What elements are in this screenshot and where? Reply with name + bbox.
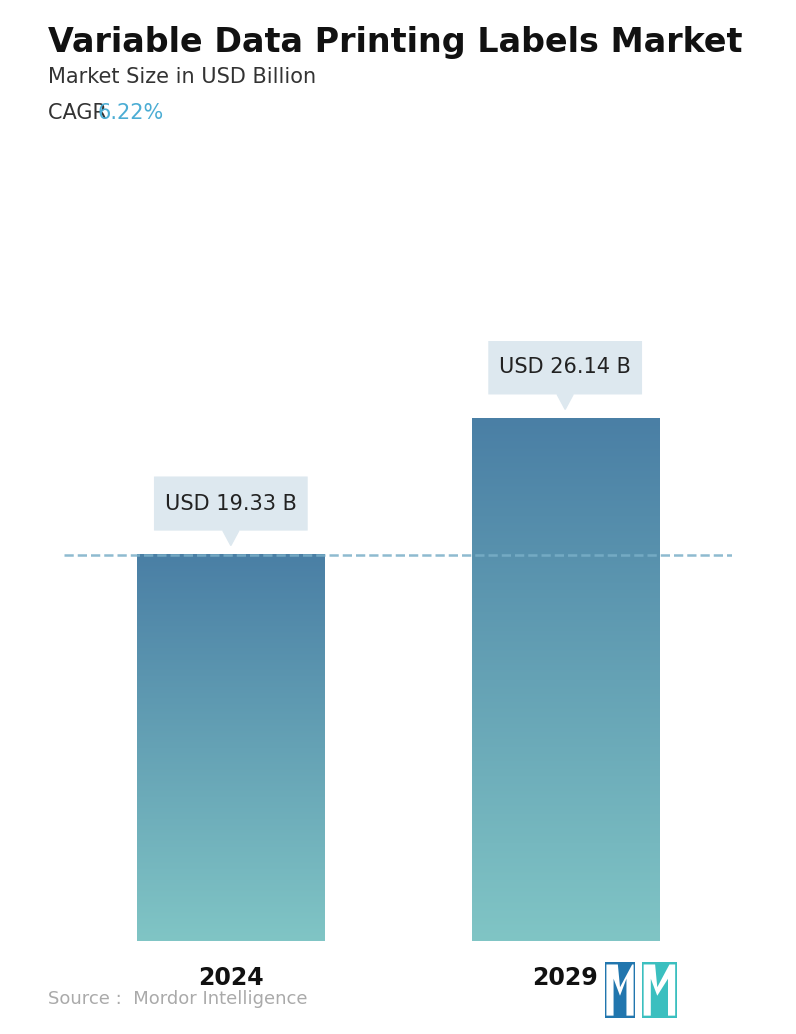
Polygon shape [223,530,239,546]
Polygon shape [607,965,634,1015]
Text: USD 26.14 B: USD 26.14 B [499,358,631,377]
Text: CAGR: CAGR [48,103,113,123]
FancyBboxPatch shape [154,477,308,530]
Text: Source :  Mordor Intelligence: Source : Mordor Intelligence [48,991,307,1008]
FancyBboxPatch shape [642,962,677,1018]
FancyBboxPatch shape [605,962,635,1018]
Polygon shape [644,965,675,1015]
Text: USD 19.33 B: USD 19.33 B [165,493,297,514]
Polygon shape [557,394,573,409]
Text: Market Size in USD Billion: Market Size in USD Billion [48,67,316,87]
Text: 6.22%: 6.22% [97,103,163,123]
FancyBboxPatch shape [488,340,642,395]
Text: Variable Data Printing Labels Market: Variable Data Printing Labels Market [48,26,742,59]
